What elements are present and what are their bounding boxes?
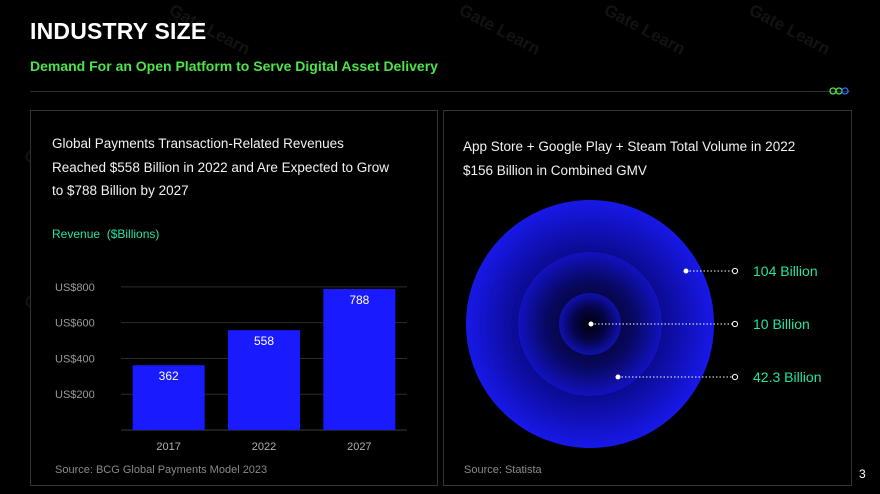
leader-end-marker <box>731 373 739 381</box>
page-number: 3 <box>859 467 866 481</box>
y-tick-label: US$400 <box>55 353 95 365</box>
ring-value-label: 42.3 Billion <box>753 369 822 385</box>
header-divider <box>30 91 850 92</box>
revenue-bar-chart: US$200 US$400 US$600 US$800 362 2017 558 2022 78… <box>55 282 407 453</box>
watermark: Gate Learn <box>455 0 544 59</box>
leader-end-marker <box>731 267 739 275</box>
gmv-source: Source: Statista <box>464 464 542 476</box>
heading-line: Reached $558 Billion in 2022 and Are Exp… <box>52 159 389 175</box>
bar-value-label: 362 <box>159 369 179 383</box>
x-tick-label: 2017 <box>156 441 180 453</box>
revenue-source: Source: BCG Global Payments Model 2023 <box>55 464 268 476</box>
y-tick-label: US$600 <box>55 318 95 330</box>
bar <box>132 365 205 430</box>
gmv-panel: App Store + Google Play + Steam Total Vo… <box>443 110 852 486</box>
page-subtitle: Demand For an Open Platform to Serve Dig… <box>30 58 438 74</box>
ring-value-label: 104 Billion <box>753 263 818 279</box>
heading-line: App Store + Google Play + Steam Total Vo… <box>463 139 796 154</box>
gmv-panel-heading: App Store + Google Play + Steam Total Vo… <box>463 135 843 182</box>
bar-value-label: 558 <box>254 334 274 348</box>
revenue-axis-label: Revenue ($Billions) <box>52 227 160 241</box>
revenue-panel: Global Payments Transaction-Related Reve… <box>30 110 438 486</box>
bar-value-label: 788 <box>349 293 369 307</box>
heading-line: to $788 Billion by 2027 <box>52 183 189 198</box>
revenue-panel-heading: Global Payments Transaction-Related Reve… <box>52 132 422 203</box>
y-tick-label: US$800 <box>55 282 95 294</box>
page-title: INDUSTRY SIZE <box>30 18 207 44</box>
brand-dots-icon <box>829 87 849 95</box>
watermark: Gate Learn <box>745 0 834 59</box>
watermark: Gate Learn <box>600 0 689 59</box>
heading-line: $156 Billion in Combined GMV <box>463 162 647 178</box>
bar <box>228 330 300 430</box>
heading-line: Global Payments Transaction-Related Reve… <box>52 136 344 151</box>
ring-value-label: 10 Billion <box>753 316 810 332</box>
leader-end-marker <box>731 320 739 328</box>
x-tick-label: 2027 <box>347 441 371 453</box>
bar <box>323 289 396 430</box>
y-tick-label: US$200 <box>55 389 95 401</box>
gmv-circle-chart: 104 Billion 10 Billion 42.3 Billion <box>466 200 822 448</box>
x-tick-label: 2022 <box>252 441 276 453</box>
